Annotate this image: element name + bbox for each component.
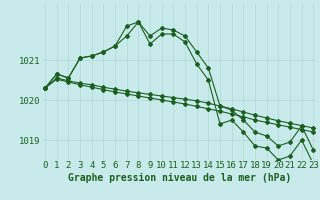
Text: 1022: 1022: [13, 0, 35, 1]
X-axis label: Graphe pression niveau de la mer (hPa): Graphe pression niveau de la mer (hPa): [68, 172, 291, 183]
